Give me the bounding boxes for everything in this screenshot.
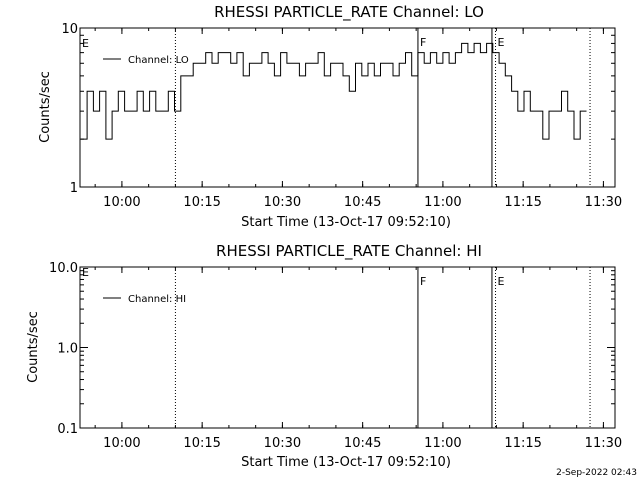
hi-plot-frame (79, 266, 616, 429)
lo-event-label: F (420, 36, 426, 49)
lo-tick-layer: 10:00 10:15 10:30 10:45 11:00 11:15 11:30 1 10 (61, 22, 622, 210)
lo-legend-label: Channel: LO (128, 55, 189, 66)
lo-left-marker: E (82, 37, 89, 50)
lo-x-tick-label: 11:15 (504, 195, 541, 210)
hi-y-tick-label: 1.0 (57, 342, 78, 357)
lo-y-tick-label: 1 (70, 181, 78, 196)
hi-legend-label: Channel: HI (128, 294, 186, 305)
hi-x-tick-label: 11:15 (504, 436, 541, 451)
lo-y-axis-label: Counts/sec (38, 71, 53, 143)
hi-x-tick-label: 11:00 (424, 436, 461, 451)
hi-left-marker: E (82, 266, 89, 279)
hi-x-tick-label: 11:30 (585, 436, 622, 451)
lo-x-axis-label: Start Time (13-Oct-17 09:52:10) (241, 215, 451, 230)
lo-chart-title: RHESSI PARTICLE_RATE Channel: LO (214, 3, 484, 22)
hi-x-tick-label: 10:15 (183, 436, 220, 451)
lo-x-tick-label: 11:00 (424, 195, 461, 210)
lo-series-line (80, 42, 587, 140)
hi-x-tick-label: 10:00 (103, 436, 140, 451)
hi-x-tick-label: 10:30 (264, 436, 301, 451)
hi-panel: RHESSI PARTICLE_RATE Channel: HI 10:00 10… (26, 242, 622, 470)
hi-y-axis-label: Counts/sec (26, 311, 41, 383)
footer-timestamp: 2-Sep-2022 02:43 (556, 468, 637, 478)
lo-y-tick-label: 10 (61, 22, 78, 37)
lo-x-tick-label: 11:30 (585, 195, 622, 210)
hi-event-label: F (420, 275, 426, 288)
lo-panel: RHESSI PARTICLE_RATE Channel: LO 10:00 10… (38, 3, 622, 230)
hi-y-tick-label: 10.0 (49, 261, 78, 276)
lo-x-tick-label: 10:45 (344, 195, 381, 210)
hi-event-label: E (498, 275, 505, 288)
lo-x-tick-label: 10:30 (264, 195, 301, 210)
hi-legend: Channel: HI (103, 294, 186, 305)
hi-chart-title: RHESSI PARTICLE_RATE Channel: HI (216, 242, 482, 261)
hi-y-tick-label: 0.1 (57, 422, 78, 437)
lo-x-tick-label: 10:15 (183, 195, 220, 210)
lo-plot-frame (79, 27, 616, 188)
lo-legend: Channel: LO (103, 55, 189, 66)
lo-series-layer (80, 42, 587, 140)
lo-event-label: E (498, 36, 505, 49)
hi-tick-layer: 10:00 10:15 10:30 10:45 11:00 11:15 11:30 0.1 1.… (49, 261, 622, 451)
lo-x-tick-label: 10:00 (103, 195, 140, 210)
hi-x-tick-label: 10:45 (344, 436, 381, 451)
hi-x-axis-label: Start Time (13-Oct-17 09:52:10) (241, 455, 451, 470)
